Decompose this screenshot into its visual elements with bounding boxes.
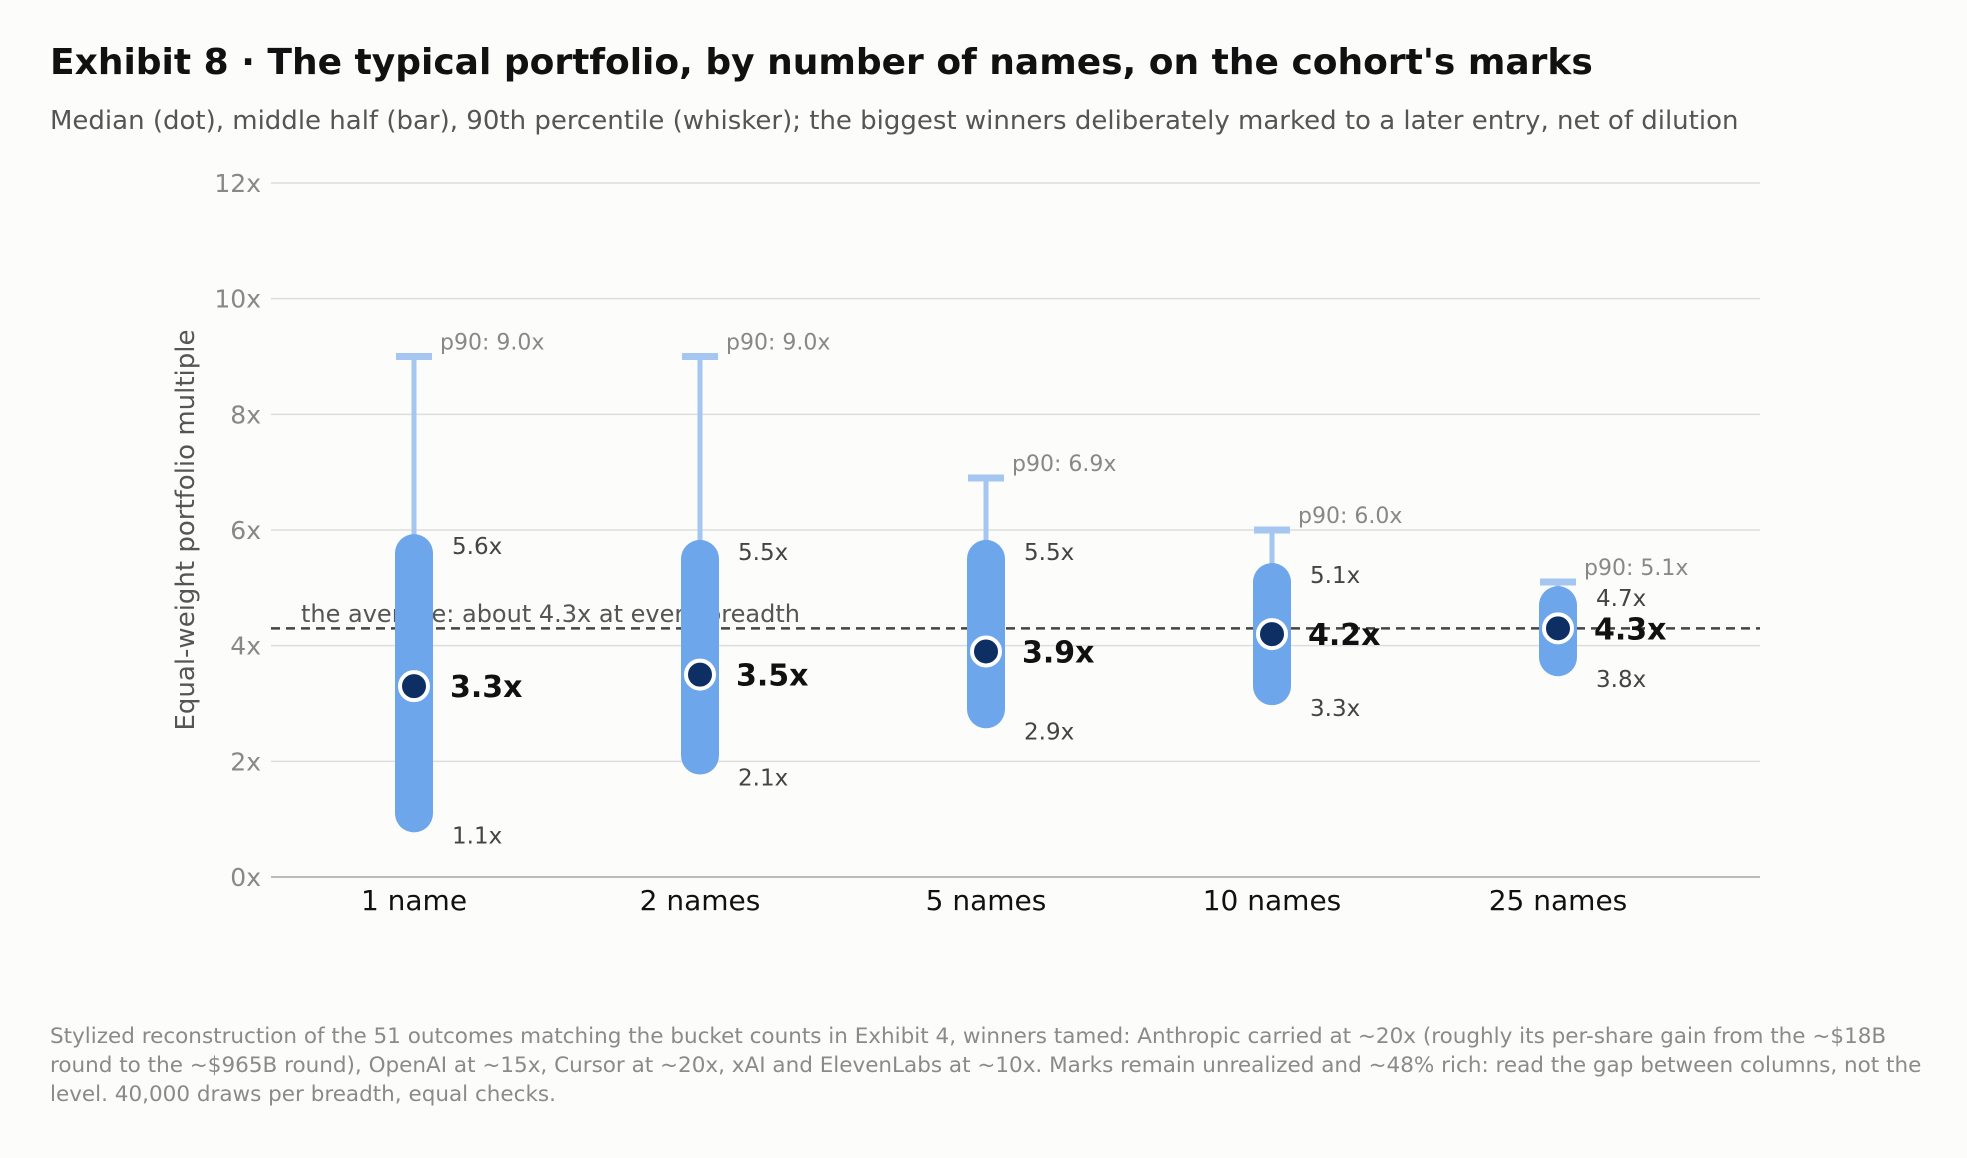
chart-subtitle: Median (dot), middle half (bar), 90th pe… — [50, 106, 1739, 136]
p90-label: p90: 6.0x — [1298, 504, 1402, 529]
x-tick-label: 25 names — [1489, 884, 1628, 917]
iqr-bar — [967, 539, 1005, 729]
q1-label: 2.1x — [738, 766, 788, 792]
y-tick-label: 8x — [230, 400, 261, 429]
p90-label: p90: 9.0x — [440, 331, 544, 356]
median-label: 4.3x — [1594, 612, 1667, 647]
q3-label: 5.6x — [452, 534, 502, 560]
median-dot — [1542, 612, 1574, 645]
y-tick-label: 10x — [214, 285, 261, 314]
p90-label: p90: 5.1x — [1584, 556, 1688, 581]
x-tick-label: 1 name — [361, 884, 467, 917]
median-dot — [1256, 618, 1288, 651]
median-label: 3.9x — [1022, 635, 1095, 670]
y-tick-label: 0x — [230, 863, 261, 892]
median-label: 3.5x — [736, 659, 809, 694]
x-tick-label: 5 names — [926, 884, 1047, 917]
p90-label: p90: 6.9x — [1012, 452, 1116, 477]
q1-label: 2.9x — [1024, 719, 1074, 745]
y-tick-label: 6x — [230, 516, 261, 545]
median-label: 4.2x — [1308, 618, 1381, 653]
y-tick-label: 2x — [230, 747, 261, 776]
q1-label: 3.8x — [1596, 667, 1646, 693]
median-dot — [398, 670, 430, 703]
x-tick-label: 2 names — [640, 884, 761, 917]
q3-label: 4.7x — [1596, 586, 1646, 612]
y-axis-label: Equal-weight portfolio multiple — [171, 329, 201, 730]
q1-label: 3.3x — [1310, 696, 1360, 722]
q1-label: 1.1x — [452, 823, 502, 849]
p90-label: p90: 9.0x — [726, 331, 830, 356]
iqr-bar — [681, 539, 719, 775]
median-label: 3.3x — [450, 670, 523, 705]
chart-footnote: Stylized reconstruction of the 51 outcom… — [50, 1024, 1922, 1107]
y-tick-label: 4x — [230, 632, 261, 661]
x-tick-label: 10 names — [1203, 884, 1342, 917]
y-tick-label: 12x — [214, 169, 261, 198]
median-dot — [970, 635, 1002, 668]
q3-label: 5.5x — [738, 540, 788, 566]
median-dot — [684, 658, 716, 691]
chart-title: Exhibit 8 · The typical portfolio, by nu… — [50, 42, 1593, 83]
q3-label: 5.5x — [1024, 540, 1074, 566]
reference-line-label: the average: about 4.3x at every breadth — [301, 600, 800, 628]
q3-label: 5.1x — [1310, 563, 1360, 589]
